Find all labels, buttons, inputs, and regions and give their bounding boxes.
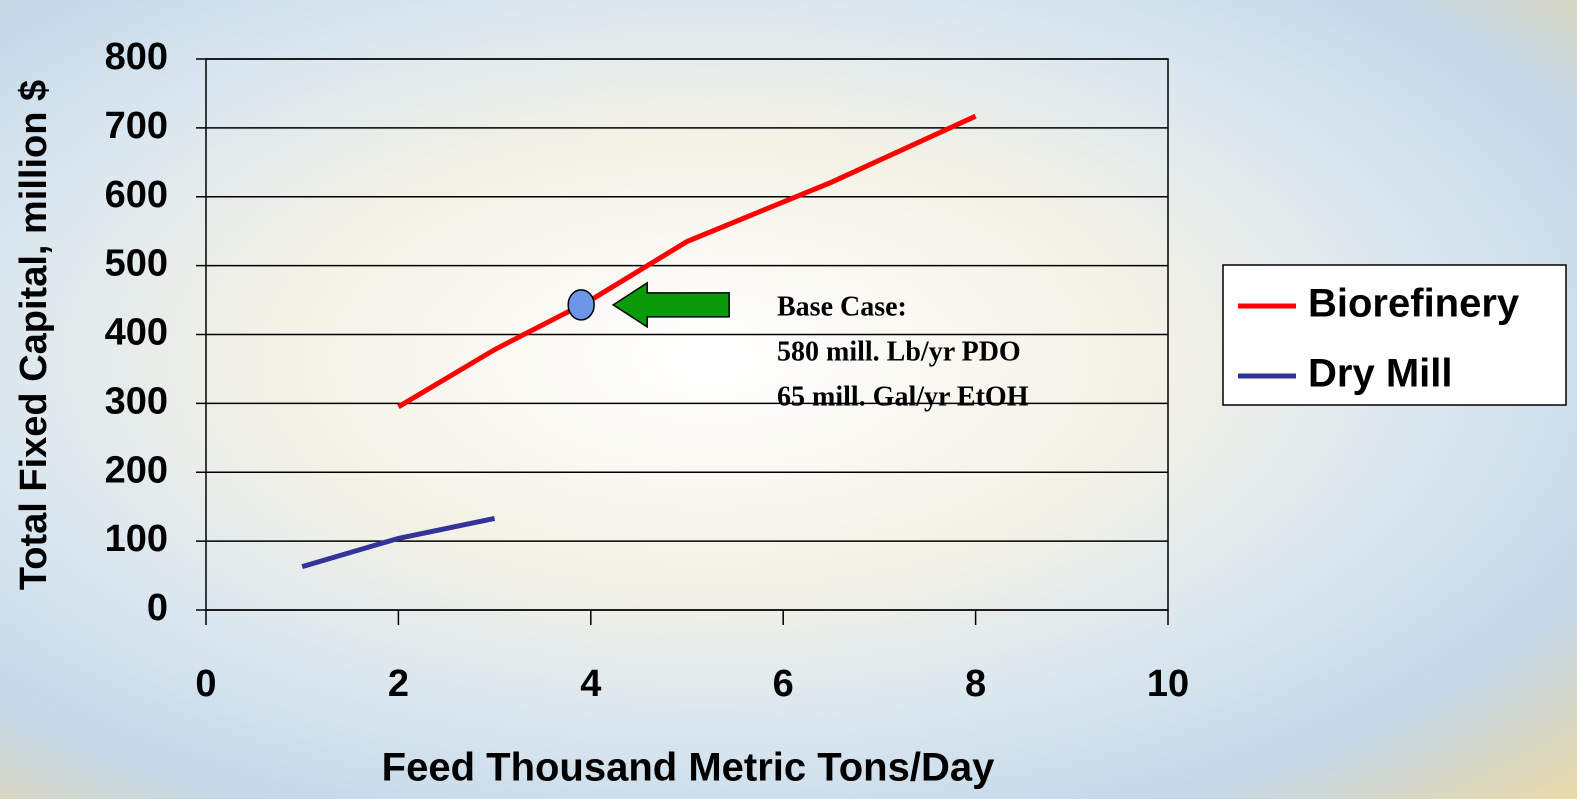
x-tick-label: 6: [773, 663, 794, 705]
legend-label: Biorefinery: [1308, 282, 1520, 326]
y-axis-label: Total Fixed Capital, million $: [13, 80, 55, 590]
arrow: [613, 283, 729, 327]
x-tick-label: 0: [195, 663, 216, 705]
series-line: [302, 518, 494, 566]
y-tick-label: 200: [105, 449, 168, 491]
chart: Feed Thousand Metric Tons/Day Total Fixe…: [0, 0, 1577, 799]
x-tick-label: 4: [580, 663, 601, 705]
y-tick-label: 300: [105, 380, 168, 422]
y-tick-label: 0: [147, 587, 168, 629]
page: Feed Thousand Metric Tons/Day Total Fixe…: [0, 0, 1577, 799]
legend-label: Dry Mill: [1308, 352, 1452, 396]
annotation: Base Case:: [777, 291, 907, 322]
y-tick-label: 500: [105, 243, 168, 285]
base-case-marker: [568, 290, 594, 320]
annotation: 65 mill. Gal/yr EtOH: [777, 381, 1029, 412]
annotation: 580 mill. Lb/yr PDO: [777, 336, 1021, 367]
y-tick-label: 800: [105, 36, 168, 78]
x-tick-label: 2: [388, 663, 409, 705]
x-axis-label: Feed Thousand Metric Tons/Day: [382, 746, 995, 790]
y-tick-label: 400: [105, 312, 168, 354]
y-tick-label: 100: [105, 518, 168, 560]
x-tick-label: 8: [965, 663, 986, 705]
y-tick-label: 700: [105, 105, 168, 147]
x-tick-label: 10: [1147, 663, 1189, 705]
y-tick-label: 600: [105, 174, 168, 216]
